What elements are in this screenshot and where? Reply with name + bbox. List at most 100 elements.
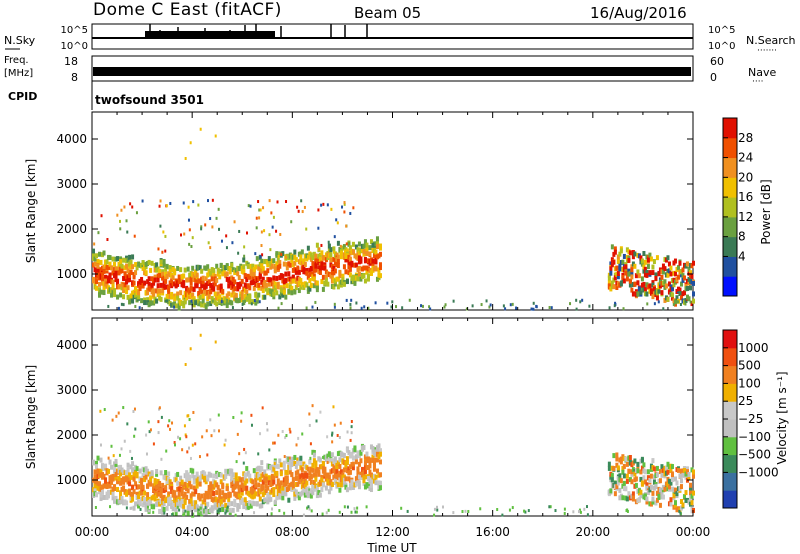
data-cell — [421, 304, 424, 308]
data-cell — [143, 265, 147, 271]
data-cell — [349, 306, 352, 310]
data-cell — [258, 273, 262, 279]
data-cell — [336, 482, 340, 488]
data-cell — [401, 306, 404, 310]
data-cell — [236, 491, 240, 497]
data-cell — [189, 493, 193, 499]
data-cell — [329, 273, 333, 279]
data-cell — [152, 504, 156, 510]
data-cell — [258, 503, 262, 509]
data-cell — [269, 261, 273, 267]
data-cell — [254, 264, 258, 270]
data-cell — [317, 490, 321, 496]
data-cell — [391, 300, 394, 304]
data-cell — [622, 463, 626, 469]
data-cell — [281, 490, 285, 496]
data-cell — [200, 225, 203, 229]
data-cell — [642, 494, 646, 500]
data-cell — [336, 460, 340, 466]
data-cell — [182, 508, 186, 514]
data-cell — [168, 272, 172, 278]
data-cell — [321, 286, 325, 292]
data-cell — [625, 254, 629, 260]
data-cell — [663, 266, 667, 272]
data-cell — [345, 459, 349, 465]
data-cell — [273, 268, 277, 274]
data-cell — [159, 224, 162, 228]
data-cell — [236, 265, 240, 271]
data-cell — [679, 484, 683, 490]
data-cell — [173, 268, 177, 274]
data-cell — [681, 472, 685, 478]
data-cell — [654, 484, 658, 490]
data-cell — [162, 494, 166, 500]
data-cell — [249, 270, 253, 276]
data-cell — [372, 478, 376, 484]
data-cell — [138, 468, 142, 474]
data-cell — [99, 289, 103, 295]
data-cell — [107, 489, 111, 495]
data-cell — [167, 471, 171, 477]
data-cell — [583, 507, 586, 511]
data-cell — [101, 464, 105, 470]
data-cell — [303, 492, 307, 498]
data-cell — [336, 276, 340, 282]
data-cell — [673, 271, 677, 277]
data-cell — [685, 278, 689, 284]
data-cell — [296, 481, 300, 487]
data-cell — [111, 290, 115, 296]
data-cell — [365, 505, 368, 509]
data-cell — [338, 477, 342, 483]
data-cell — [290, 254, 294, 260]
data-cell — [195, 478, 199, 484]
data-cell — [311, 484, 315, 490]
data-cell — [375, 254, 379, 260]
data-cell — [244, 451, 247, 455]
data-cell — [351, 274, 355, 280]
data-cell — [655, 465, 659, 471]
data-cell — [219, 286, 223, 292]
data-cell — [138, 262, 142, 268]
colorbar-tick-label: 1000 — [738, 341, 769, 355]
data-cell — [220, 239, 223, 243]
data-cell — [360, 472, 364, 478]
data-cell — [511, 302, 514, 306]
data-cell — [532, 307, 535, 311]
data-cell — [147, 302, 151, 308]
data-cell — [165, 449, 168, 453]
data-cell — [211, 198, 214, 202]
data-cell — [356, 506, 359, 510]
data-cell — [287, 484, 291, 490]
data-cell — [177, 298, 181, 304]
data-cell — [332, 468, 336, 474]
data-cell — [642, 268, 646, 274]
data-cell — [240, 278, 244, 284]
data-cell — [660, 274, 664, 280]
data-cell — [616, 465, 620, 471]
data-cell — [320, 261, 324, 267]
data-cell — [339, 482, 343, 488]
data-cell — [186, 290, 190, 296]
data-cell — [231, 283, 235, 289]
data-cell — [248, 298, 252, 304]
data-cell — [140, 298, 144, 304]
data-cell — [272, 283, 276, 289]
data-cell — [129, 474, 133, 480]
data-cell — [249, 493, 253, 499]
data-cell — [642, 281, 646, 287]
data-cell — [117, 475, 121, 481]
data-cell — [284, 469, 288, 475]
data-cell — [563, 511, 566, 515]
data-cell — [281, 292, 285, 298]
data-cell — [233, 279, 237, 285]
data-cell — [515, 306, 518, 310]
data-cell — [271, 225, 274, 229]
data-cell — [377, 472, 381, 478]
data-cell — [350, 431, 353, 435]
data-cell — [300, 281, 304, 287]
data-cell — [95, 475, 99, 481]
data-cell — [182, 503, 186, 509]
data-cell — [191, 292, 195, 298]
data-cell — [610, 280, 614, 286]
